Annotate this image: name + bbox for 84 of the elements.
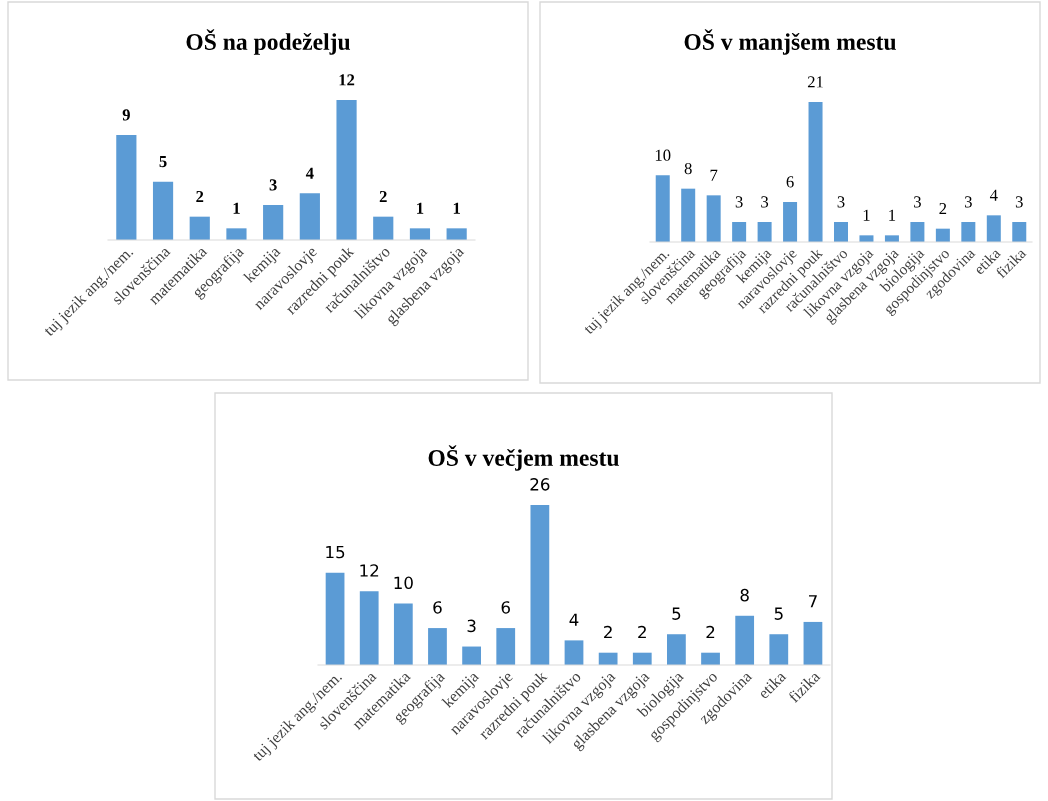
bar — [428, 628, 447, 665]
data-label: 7 — [809, 595, 817, 608]
data-label: 12 — [339, 74, 355, 86]
data-label: 3 — [761, 196, 769, 208]
bar — [808, 102, 823, 242]
data-label: 15 — [326, 545, 345, 559]
data-label: 2 — [379, 190, 387, 203]
bar — [701, 652, 720, 665]
x-tick-label: etika — [757, 670, 787, 700]
data-label: 10 — [394, 576, 413, 590]
bar — [359, 591, 379, 665]
data-label: 4 — [569, 613, 579, 626]
bar — [783, 202, 798, 242]
chart-title: OŠ v večjem mestu — [428, 445, 619, 471]
bar — [152, 181, 174, 240]
data-label: 6 — [786, 176, 794, 188]
bar — [564, 640, 584, 665]
data-label: 6 — [501, 601, 510, 614]
bar — [336, 100, 357, 240]
data-label: 1 — [453, 202, 460, 214]
data-label: 1 — [889, 209, 896, 221]
bar — [263, 205, 284, 240]
bar — [226, 228, 247, 240]
bar — [859, 235, 874, 242]
bar — [757, 222, 772, 242]
bar — [834, 222, 848, 242]
data-label: 2 — [706, 625, 715, 639]
data-label: 5 — [159, 156, 167, 168]
data-label: 1 — [417, 202, 424, 214]
bar — [325, 572, 345, 665]
data-label: 3 — [269, 179, 277, 191]
bar — [735, 615, 755, 665]
data-label: 1 — [863, 209, 870, 221]
bar — [681, 188, 696, 242]
bar — [655, 175, 670, 242]
bar — [530, 505, 550, 665]
data-label: 6 — [433, 601, 442, 614]
bar — [409, 228, 431, 240]
data-label: 2 — [196, 190, 204, 203]
data-label: 5 — [774, 607, 783, 620]
data-label: 3 — [735, 196, 743, 208]
data-label: 4 — [989, 189, 998, 201]
data-label: 7 — [710, 169, 718, 181]
bar — [667, 634, 686, 665]
data-label: 26 — [530, 478, 550, 491]
data-label: 3 — [837, 196, 845, 208]
data-label: 12 — [360, 564, 379, 577]
bar — [1012, 222, 1027, 242]
data-label: 2 — [604, 625, 612, 639]
data-label: 2 — [638, 625, 646, 639]
bar — [462, 646, 481, 665]
bar — [446, 228, 467, 240]
bar — [910, 222, 925, 242]
data-label: 10 — [655, 149, 671, 161]
bar — [189, 216, 210, 240]
bar — [116, 135, 137, 240]
bar — [935, 228, 950, 242]
data-label: 3 — [914, 196, 921, 208]
data-label: 9 — [122, 109, 130, 121]
bar — [803, 621, 823, 665]
bar — [632, 652, 652, 665]
data-label: 2 — [939, 202, 947, 215]
bar — [496, 628, 516, 665]
bar — [393, 603, 413, 665]
bar — [299, 193, 320, 240]
bar — [884, 235, 899, 242]
bar — [986, 215, 1001, 242]
data-label: 3 — [964, 196, 972, 208]
chart-title: OŠ v manjšem mestu — [684, 29, 896, 55]
data-label: 1 — [233, 202, 240, 214]
data-label: 3 — [1015, 196, 1023, 208]
chart-title: OŠ na podeželju — [186, 29, 351, 55]
data-label: 3 — [467, 619, 476, 633]
bar — [769, 634, 789, 665]
bar — [373, 216, 394, 240]
bar — [961, 222, 976, 242]
data-label: 5 — [672, 607, 681, 620]
data-label: 21 — [807, 76, 823, 88]
bar — [598, 652, 618, 665]
bar — [706, 195, 721, 242]
bar — [732, 222, 747, 242]
data-label: 8 — [684, 162, 692, 175]
data-label: 4 — [305, 167, 314, 179]
data-label: 8 — [740, 588, 749, 602]
